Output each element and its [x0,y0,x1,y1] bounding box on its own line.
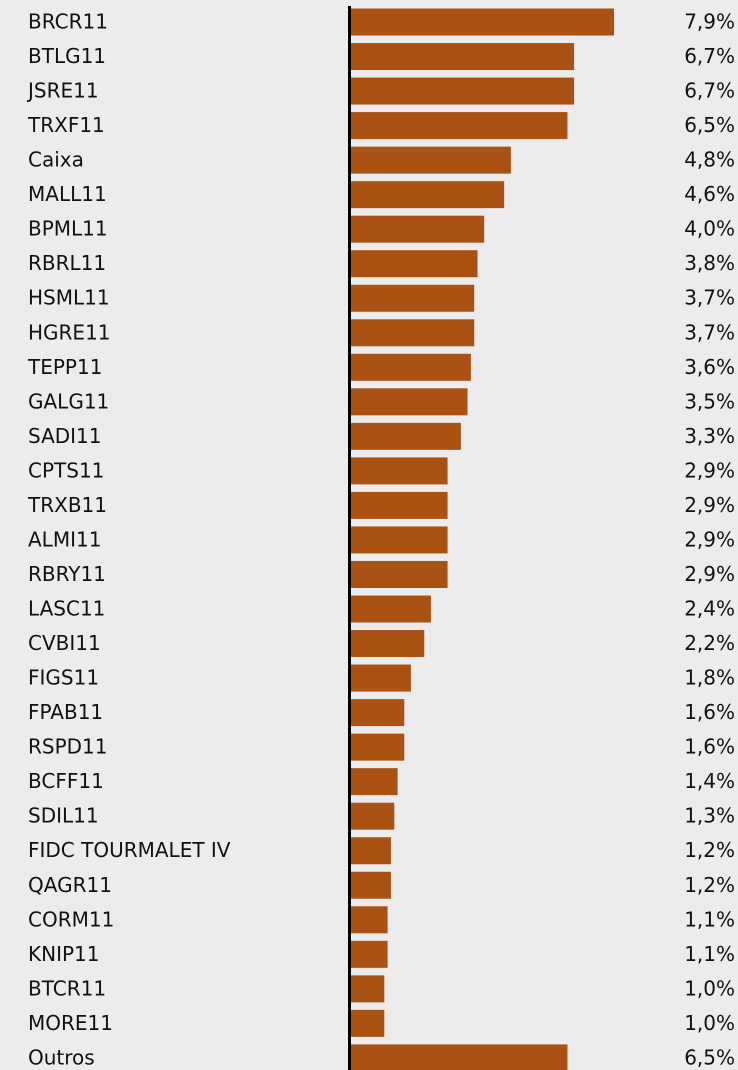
value-label: 3,5% [684,389,735,413]
bar [351,733,405,761]
value-label: 6,5% [684,113,735,137]
bar [351,491,448,519]
value-label: 2,2% [684,631,735,655]
value-label: 3,7% [684,286,735,310]
value-label: 6,7% [684,79,735,103]
category-label: BTCR11 [28,976,106,1000]
value-label: 1,0% [684,1011,735,1035]
value-label: 1,2% [684,873,735,897]
bar [351,975,385,1003]
bar [351,768,398,796]
bar [351,250,478,278]
bar [351,8,615,36]
bar [351,43,575,71]
value-label: 1,4% [684,769,735,793]
value-label: 1,1% [684,942,735,966]
category-label: SADI11 [28,424,102,448]
bar [351,457,448,485]
bars [351,8,615,1070]
category-label: CPTS11 [28,458,104,482]
bar [351,871,391,899]
category-label: SDIL11 [28,804,99,828]
value-label: 2,9% [684,493,735,517]
category-label: BTLG11 [28,44,106,68]
category-label: CVBI11 [28,631,101,655]
category-label: TRXF11 [27,113,105,137]
value-label: 6,5% [684,1045,735,1069]
bar [351,940,388,968]
category-label: RBRL11 [28,251,106,275]
value-label: 6,7% [684,44,735,68]
category-label: MALL11 [28,182,107,206]
category-label: RSPD11 [28,735,108,759]
bar [351,595,431,623]
category-label: BPML11 [28,217,108,241]
bar [351,560,448,588]
bar [351,284,475,312]
bar [351,181,505,209]
value-label: 4,8% [684,148,735,172]
category-label: BCFF11 [28,769,104,793]
bar [351,112,568,140]
value-label: 2,9% [684,527,735,551]
bar [351,906,388,934]
bar [351,1044,568,1070]
bar [351,699,405,727]
category-label: TRXB11 [27,493,107,517]
value-label: 1,6% [684,700,735,724]
bar [351,422,461,450]
bar [351,77,575,105]
category-label: QAGR11 [28,873,112,897]
category-label: Caixa [28,148,84,172]
bar [351,319,475,347]
value-label: 2,4% [684,597,735,621]
value-label: 1,6% [684,735,735,759]
bar [351,630,425,658]
category-label: LASC11 [28,597,105,621]
value-label: 4,6% [684,182,735,206]
category-label: MORE11 [28,1011,113,1035]
bar [351,664,411,692]
bar [351,1009,385,1037]
value-label: 1,0% [684,976,735,1000]
category-label: FIDC TOURMALET IV [28,838,231,862]
value-label: 3,8% [684,251,735,275]
value-label: 3,6% [684,355,735,379]
value-label: 2,9% [684,458,735,482]
bar [351,146,511,174]
bar [351,802,395,830]
category-label: HSML11 [28,286,110,310]
category-label: TEPP11 [27,355,102,379]
value-label: 1,3% [684,804,735,828]
category-label: CORM11 [28,907,114,931]
value-label: 3,3% [684,424,735,448]
category-label: GALG11 [28,389,109,413]
category-label: KNIP11 [28,942,99,966]
value-label: 4,0% [684,217,735,241]
bar [351,837,391,865]
value-label: 7,9% [684,10,735,34]
category-label: JSRE11 [26,79,99,103]
value-label: 3,7% [684,320,735,344]
category-label: FPAB11 [28,700,103,724]
category-label: ALMI11 [28,527,101,551]
bar [351,215,485,243]
value-label: 1,1% [684,907,735,931]
bar [351,353,471,381]
bar [351,388,468,416]
value-label: 1,2% [684,838,735,862]
value-label: 2,9% [684,562,735,586]
value-label: 1,8% [684,666,735,690]
bar [351,526,448,554]
category-label: Outros [28,1045,95,1069]
category-label: BRCR11 [28,10,108,34]
category-label: HGRE11 [28,320,111,344]
category-label: FIGS11 [28,666,99,690]
category-label: RBRY11 [28,562,106,586]
